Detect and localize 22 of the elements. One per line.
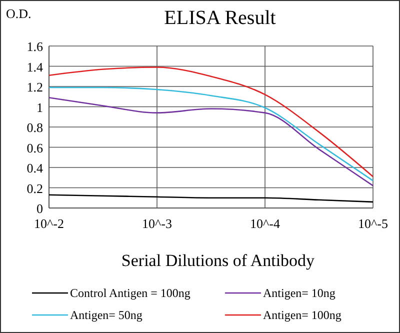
- x-axis-title: Serial Dilutions of Antibody: [121, 251, 316, 270]
- line-series: [48, 194, 374, 203]
- y-tick-label: 0: [36, 201, 43, 216]
- y-tick-label: 0.8: [26, 120, 43, 135]
- y-tick-label: 1: [36, 100, 43, 115]
- y-tick-label: 1.6: [26, 39, 44, 54]
- x-tick-label: 10^-5: [358, 216, 388, 231]
- y-tick-label: 1.2: [26, 80, 43, 94]
- legend-label: Antigen= 10ng: [263, 286, 336, 300]
- y-tick-label: 0.4: [26, 160, 44, 176]
- y-axis-title: O.D.: [6, 6, 32, 21]
- y-tick-label: 1.4: [26, 59, 44, 74]
- y-tick-label: 0.2: [26, 180, 43, 196]
- line-series: [48, 66, 374, 178]
- legend-label: Control Antigen = 100ng: [70, 286, 190, 300]
- x-tick-label: 10^-2: [34, 216, 64, 231]
- legend-label: Antigen= 50ng: [70, 308, 142, 322]
- legend-label: Antigen= 100ng: [263, 308, 342, 322]
- x-tick-label: 10^-3: [142, 216, 172, 231]
- chart-title: ELISA Result: [164, 7, 276, 29]
- y-tick-label: 0.6: [26, 140, 44, 156]
- x-tick-label: 10^-4: [250, 216, 280, 231]
